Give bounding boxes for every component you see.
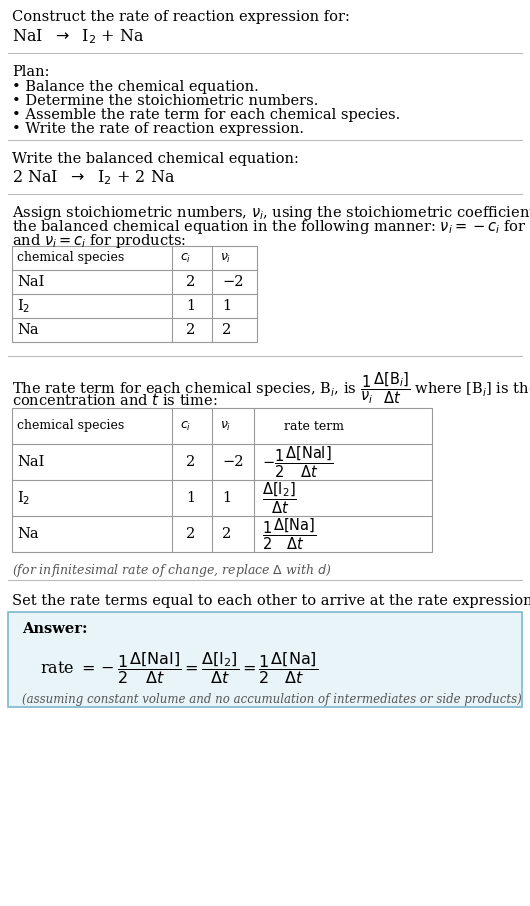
Text: NaI: NaI bbox=[17, 455, 45, 469]
Text: • Determine the stoichiometric numbers.: • Determine the stoichiometric numbers. bbox=[12, 94, 319, 108]
Text: 1: 1 bbox=[186, 491, 195, 505]
Text: 1: 1 bbox=[186, 299, 195, 313]
Text: the balanced chemical equation in the following manner: $\nu_i = -c_i$ for react: the balanced chemical equation in the fo… bbox=[12, 218, 530, 236]
Text: −2: −2 bbox=[222, 275, 243, 289]
Text: NaI  $\rightarrow$  I$_2$ + Na: NaI $\rightarrow$ I$_2$ + Na bbox=[12, 27, 145, 45]
Text: $\dfrac{1}{2}\dfrac{\Delta[\mathrm{Na}]}{\Delta t}$: $\dfrac{1}{2}\dfrac{\Delta[\mathrm{Na}]}… bbox=[262, 516, 316, 552]
Text: 1: 1 bbox=[222, 491, 231, 505]
FancyBboxPatch shape bbox=[8, 612, 522, 707]
Text: The rate term for each chemical species, B$_i$, is $\dfrac{1}{\nu_i}\dfrac{\Delt: The rate term for each chemical species,… bbox=[12, 370, 530, 406]
Text: 2: 2 bbox=[186, 275, 195, 289]
Text: • Write the rate of reaction expression.: • Write the rate of reaction expression. bbox=[12, 122, 304, 136]
Text: • Assemble the rate term for each chemical species.: • Assemble the rate term for each chemic… bbox=[12, 108, 400, 122]
Text: I$_2$: I$_2$ bbox=[17, 489, 30, 506]
Text: Write the balanced chemical equation:: Write the balanced chemical equation: bbox=[12, 152, 299, 166]
Text: $\dfrac{\Delta[\mathrm{I_2}]}{\Delta t}$: $\dfrac{\Delta[\mathrm{I_2}]}{\Delta t}$ bbox=[262, 480, 297, 516]
Text: concentration and $t$ is time:: concentration and $t$ is time: bbox=[12, 392, 217, 408]
Text: Construct the rate of reaction expression for:: Construct the rate of reaction expressio… bbox=[12, 10, 350, 24]
Text: Assign stoichiometric numbers, $\nu_i$, using the stoichiometric coefficients, $: Assign stoichiometric numbers, $\nu_i$, … bbox=[12, 204, 530, 222]
Bar bbox=[12, 408, 432, 552]
Text: Set the rate terms equal to each other to arrive at the rate expression:: Set the rate terms equal to each other t… bbox=[12, 594, 530, 608]
Text: chemical species: chemical species bbox=[17, 252, 124, 265]
Text: (for infinitesimal rate of change, replace $\Delta$ with $d$): (for infinitesimal rate of change, repla… bbox=[12, 562, 331, 579]
Text: $\nu_i$: $\nu_i$ bbox=[220, 252, 232, 265]
Text: 2: 2 bbox=[186, 323, 195, 337]
Text: Plan:: Plan: bbox=[12, 65, 49, 79]
Text: 2: 2 bbox=[222, 323, 231, 337]
Text: $-\dfrac{1}{2}\dfrac{\Delta[\mathrm{NaI}]}{\Delta t}$: $-\dfrac{1}{2}\dfrac{\Delta[\mathrm{NaI}… bbox=[262, 444, 333, 480]
Text: • Balance the chemical equation.: • Balance the chemical equation. bbox=[12, 80, 259, 94]
Text: $c_i$: $c_i$ bbox=[180, 419, 191, 432]
Text: Na: Na bbox=[17, 527, 39, 541]
Text: $c_i$: $c_i$ bbox=[180, 252, 191, 265]
Bar bbox=[12, 246, 257, 342]
Text: 1: 1 bbox=[222, 299, 231, 313]
Text: 2: 2 bbox=[186, 527, 195, 541]
Text: 2 NaI  $\rightarrow$  I$_2$ + 2 Na: 2 NaI $\rightarrow$ I$_2$ + 2 Na bbox=[12, 168, 175, 187]
Text: 2: 2 bbox=[186, 455, 195, 469]
Text: −2: −2 bbox=[222, 455, 243, 469]
Text: (assuming constant volume and no accumulation of intermediates or side products): (assuming constant volume and no accumul… bbox=[22, 693, 522, 706]
Text: rate term: rate term bbox=[284, 419, 344, 432]
Text: 2: 2 bbox=[222, 527, 231, 541]
Text: chemical species: chemical species bbox=[17, 419, 124, 432]
Text: and $\nu_i = c_i$ for products:: and $\nu_i = c_i$ for products: bbox=[12, 232, 187, 250]
Text: Answer:: Answer: bbox=[22, 622, 87, 636]
Text: NaI: NaI bbox=[17, 275, 45, 289]
Text: rate $= -\dfrac{1}{2}\dfrac{\Delta[\mathrm{NaI}]}{\Delta t} = \dfrac{\Delta[\mat: rate $= -\dfrac{1}{2}\dfrac{\Delta[\math… bbox=[40, 650, 318, 686]
Text: I$_2$: I$_2$ bbox=[17, 297, 30, 315]
Text: Na: Na bbox=[17, 323, 39, 337]
Text: $\nu_i$: $\nu_i$ bbox=[220, 419, 232, 432]
